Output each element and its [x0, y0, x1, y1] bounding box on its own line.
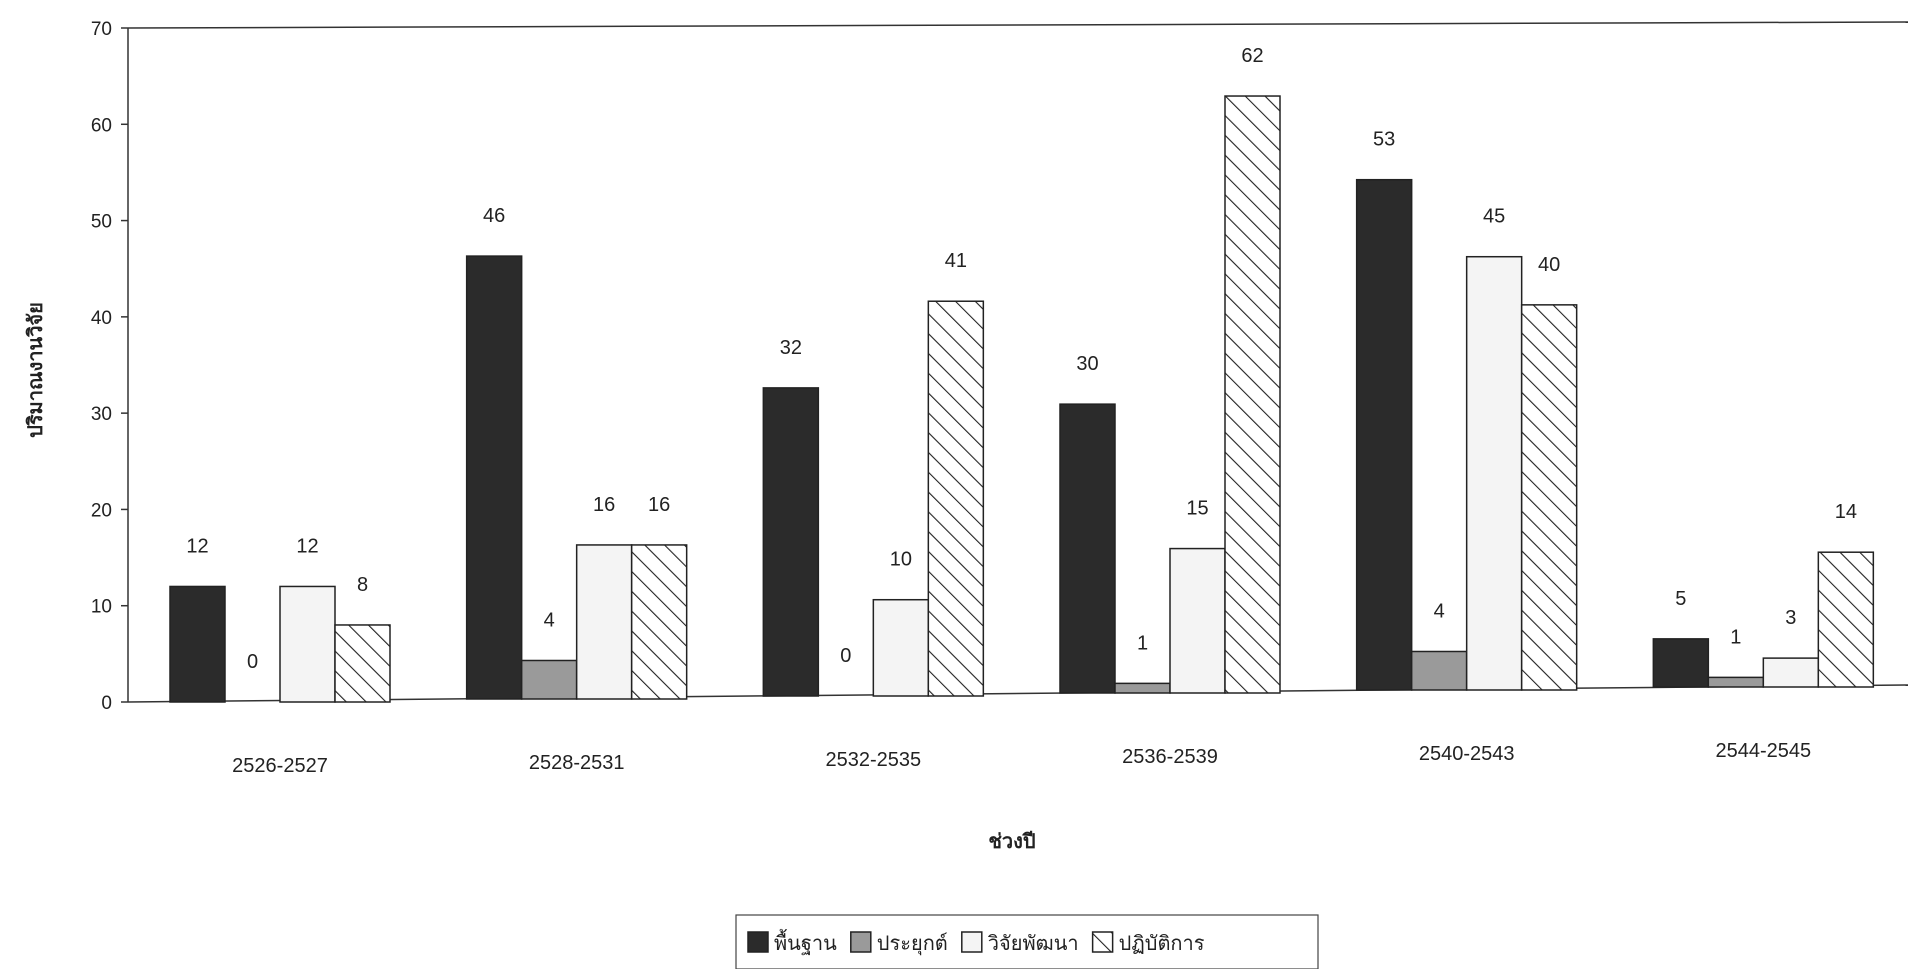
x-tick-label: 2544-2545 [1716, 740, 1812, 762]
x-tick-label: 2528-2531 [529, 752, 625, 774]
data-label: 0 [247, 651, 258, 673]
bar-2526-2527-4 [334, 624, 391, 703]
data-label: 10 [890, 549, 912, 571]
bar-2544-2545-4 [1817, 551, 1875, 688]
data-label: 8 [357, 574, 368, 596]
data-label: 12 [296, 535, 318, 557]
x-axis: 2526-2527 2528-2531 2532-2535 2536-2539 2540… [232, 740, 1811, 777]
legend: พื้นฐาน ประยุกต์ วิจัยพัฒนา ปฏิบัติการ [735, 914, 1319, 969]
data-label: 4 [544, 609, 555, 631]
bar-2536-2539-2 [1114, 682, 1171, 694]
data-label: 5 [1675, 588, 1686, 610]
data-label: 15 [1186, 498, 1208, 520]
legend-label: พื้นฐาน [774, 929, 837, 955]
bar-2540-2543-2 [1410, 650, 1468, 691]
legend-box [735, 914, 1319, 969]
bar-2532-2535-4 [927, 300, 985, 697]
bar-2536-2539-1 [1059, 403, 1116, 694]
data-label: 62 [1241, 45, 1263, 67]
bar-2540-2543-4 [1520, 304, 1578, 691]
bar-2532-2535-1 [762, 387, 820, 697]
x-tick-label: 2536-2539 [1122, 746, 1218, 768]
y-tick-label: 40 [91, 308, 112, 329]
data-labels: 12 0 12 8 46 4 16 16 32 0 10 41 30 1 15 62 53 4 45 40 5 1 3 14 [186, 45, 1857, 673]
bar-2526-2527-1 [169, 585, 226, 703]
data-label: 41 [945, 250, 967, 272]
plot-area [127, 21, 1908, 703]
legend-label: ประยุกต์ [877, 931, 948, 956]
legend-swatch [1091, 931, 1114, 953]
data-label: 1 [1730, 626, 1741, 648]
bar-2536-2539-3 [1169, 547, 1226, 694]
y-tick-label: 20 [91, 500, 112, 521]
x-tick-label: 2540-2543 [1419, 743, 1515, 765]
data-label: 1 [1137, 632, 1148, 654]
bar-2528-2531-2 [520, 659, 578, 700]
bar-2540-2543-3 [1465, 255, 1523, 691]
data-label: 40 [1538, 254, 1560, 276]
bar-2540-2543-1 [1355, 178, 1413, 691]
data-label: 14 [1835, 501, 1857, 523]
bars [169, 95, 1875, 703]
x-tick-label: 2526-2527 [232, 755, 328, 777]
y-tick-label: 0 [101, 693, 112, 714]
y-tick-label: 60 [91, 115, 112, 136]
legend-label: วิจัยพัฒนา [988, 931, 1079, 955]
bar-2536-2539-4 [1224, 95, 1281, 694]
bar-2526-2527-3 [279, 585, 336, 703]
data-label: 46 [483, 205, 505, 227]
legend-swatch [961, 931, 983, 953]
bar-2528-2531-4 [630, 544, 688, 700]
data-label: 16 [593, 494, 615, 516]
legend-label: ปฏิบัติการ [1119, 931, 1205, 955]
y-tick-label: 50 [91, 212, 112, 233]
y-tick-label: 10 [91, 597, 112, 618]
bar-2528-2531-1 [465, 255, 523, 700]
data-label: 45 [1483, 206, 1505, 228]
bar-2528-2531-3 [575, 544, 633, 700]
bar-2532-2535-3 [872, 598, 930, 697]
legend-swatch [747, 931, 769, 953]
data-label: 32 [780, 337, 802, 359]
y-tick-label: 30 [91, 404, 112, 425]
bar-2544-2545-1 [1652, 638, 1710, 688]
x-axis-line [127, 684, 1908, 703]
data-label: 53 [1373, 129, 1395, 151]
data-label: 12 [186, 535, 208, 557]
data-label: 3 [1785, 607, 1796, 629]
data-label: 0 [840, 645, 851, 667]
legend-swatch [850, 931, 872, 953]
x-tick-label: 2532-2535 [826, 749, 922, 771]
y-tick-label: 70 [91, 19, 112, 40]
data-label: 30 [1076, 353, 1098, 375]
bar-2544-2545-3 [1762, 657, 1820, 688]
data-label: 16 [648, 494, 670, 516]
x-axis-title: ช่วงปี [988, 829, 1035, 853]
plot-top-border [127, 21, 1908, 29]
data-label: 4 [1434, 600, 1445, 622]
y-axis: 0 10 20 30 40 50 60 70 [91, 19, 128, 714]
bar-2544-2545-2 [1707, 676, 1765, 688]
y-axis-title: ปริมาณงานวิจัย [23, 302, 47, 438]
